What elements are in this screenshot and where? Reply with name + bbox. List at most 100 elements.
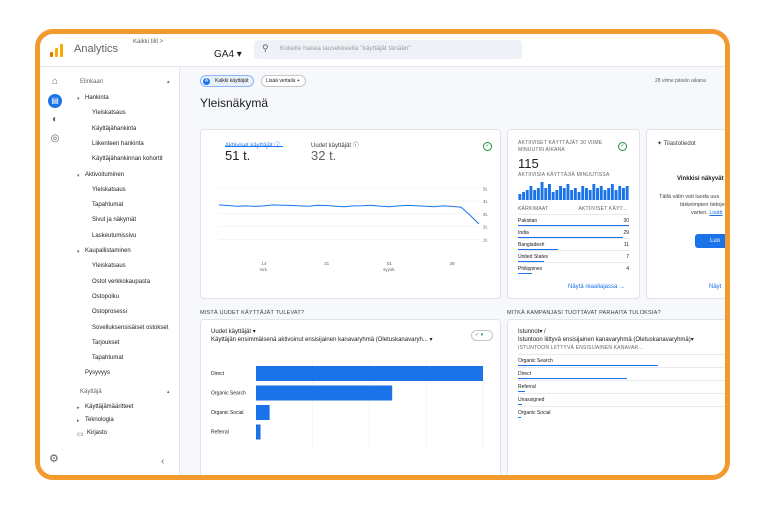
nav-item-1[interactable]: Yleiskatsaus xyxy=(92,110,126,117)
y-tick-label: 4t. xyxy=(483,199,488,204)
nav-group-0[interactable]: Hankinta xyxy=(85,95,109,101)
collapse-nav-icon[interactable]: ‹ xyxy=(161,456,165,467)
minute-bar xyxy=(533,190,537,200)
search-icon: ⚲ xyxy=(262,43,269,53)
bar xyxy=(256,385,393,401)
data-quality-check-icon[interactable]: ✓ xyxy=(483,142,492,151)
realtime-check-icon[interactable]: ✓ xyxy=(618,142,627,151)
bar xyxy=(256,366,483,381)
nav-group-caret-icon: ▾ xyxy=(77,96,80,102)
nav-item-2[interactable]: Käyttäjähankinta xyxy=(92,125,137,132)
country-users: 11 xyxy=(623,242,629,248)
nav-item-3[interactable]: Liikenteen hankinta xyxy=(92,140,144,147)
nav-item-13[interactable]: Ostopolku xyxy=(92,293,120,300)
nav-item-8[interactable]: Sivut ja näkymät xyxy=(92,217,137,224)
campaign-card: Istunnot▾ / Istuntoon liittyvä ensisijai… xyxy=(507,319,725,475)
active-users-value: 51 t. xyxy=(225,148,251,163)
campaign-col-header: ISTUNTOON LIITTYVÄ ENSISIJAINEN KANAVAR.… xyxy=(518,345,644,351)
create-insight-button[interactable]: Luo xyxy=(695,234,725,248)
nav-item-11[interactable]: Yleiskatsaus xyxy=(92,263,126,270)
advertising-icon[interactable]: ◎ xyxy=(50,133,60,144)
country-row: India 29 xyxy=(518,226,629,238)
minute-bar xyxy=(577,192,581,200)
search-input[interactable]: ⚲ Kokeile hakea lausekkeella "käyttäjät … xyxy=(254,40,522,59)
nav-item-9[interactable]: Laskeutumissivu xyxy=(92,232,137,239)
all-users-chip-label: Kaikki käyttäjät xyxy=(215,78,249,84)
insights-sparkle-icon: ✦ xyxy=(657,141,664,147)
view-insights-link[interactable]: Näyt xyxy=(709,284,722,290)
nav-item-6[interactable]: Yleiskatsaus xyxy=(92,186,126,193)
country-share-bar xyxy=(518,237,624,238)
lifecycle-collapse-icon: ▴ xyxy=(167,79,170,85)
campaign-row: Unassigned xyxy=(518,393,725,406)
nav-item-17[interactable]: Tapahtumat xyxy=(92,355,124,362)
minute-bar xyxy=(529,186,533,200)
realtime-title: AKTIIVISET KÄYTTÄJÄT 30 VIIME MINUUTIN A… xyxy=(518,140,603,153)
realtime-value: 115 xyxy=(518,156,539,171)
nav-item-7[interactable]: Tapahtumat xyxy=(92,202,124,209)
library-folder-icon: ▭ xyxy=(77,430,84,438)
date-range[interactable]: 28 viime päivän aikana xyxy=(655,78,706,84)
minute-bar xyxy=(540,182,544,200)
reports-nav: Elinkaari ▴ ▾ Hankinta Yleiskatsaus Käyttäjäh… xyxy=(71,67,180,475)
country-users: 7 xyxy=(626,254,629,260)
icon-rail: ⌂ ▤ ◐ ◎ ⚙ xyxy=(40,67,71,475)
add-comparison-button[interactable]: Lisää vertailu + xyxy=(261,75,306,87)
realtime-card: AKTIIVISET KÄYTTÄJÄT 30 VIIME MINUUTIN A… xyxy=(507,129,640,299)
new-users-dimension-selector[interactable]: Käyttäjän ensimmäisenä aktivoinut ensisi… xyxy=(211,337,433,343)
nav-group-18[interactable]: Pysyvyys xyxy=(85,370,111,377)
new-users-metric-selector[interactable]: Uudet käyttäjät ▾ xyxy=(211,329,256,335)
nav-user-item-0[interactable]: Käyttäjämääritteet xyxy=(85,403,134,410)
bar-category-label: Organic Social xyxy=(211,410,244,416)
all-users-chip[interactable]: A Kaikki käyttäjät xyxy=(200,75,255,87)
minute-bar xyxy=(588,190,592,200)
account-breadcrumb[interactable]: Kaikki tilit > xyxy=(133,39,164,45)
campaign-row-label: Referral xyxy=(518,384,536,390)
country-row: United States 7 xyxy=(518,250,629,262)
tab-new-users[interactable]: Uudet käyttäjät ⓘ xyxy=(311,143,359,149)
nav-user-title: Käyttäjä xyxy=(80,388,102,395)
minute-bar xyxy=(596,188,599,200)
campaign-metric-selector[interactable]: Istunnot▾ / xyxy=(518,329,546,335)
property-selector[interactable]: GA4 ▾ xyxy=(214,49,242,60)
insights-title-label: Tilastotiedot xyxy=(663,141,696,147)
campaign-dimension-selector[interactable]: Istuntoon liittyvä ensisijainen kanavary… xyxy=(518,337,694,343)
country-users: 29 xyxy=(623,230,629,236)
insights-learn-more-link[interactable]: Lisätt xyxy=(709,210,723,216)
minute-bar xyxy=(544,188,548,200)
per-minute-bar-chart xyxy=(518,182,629,200)
minute-bar xyxy=(566,184,570,200)
settings-gear-icon[interactable]: ⚙ xyxy=(49,453,59,465)
nav-group-10[interactable]: Kaupallistaminen xyxy=(85,248,131,254)
y-tick-label: 1t. xyxy=(483,237,488,242)
country-row: Philippines 4 xyxy=(518,262,629,274)
country-name: India xyxy=(518,230,529,236)
insights-heading: Vinkkisi näkyvät p xyxy=(677,176,729,182)
reports-icon[interactable]: ▤ xyxy=(48,94,62,108)
view-realtime-link[interactable]: Näytä reaaliajassa → xyxy=(568,284,626,290)
campaign-row-label: Direct xyxy=(518,371,532,377)
new-users-check-dropdown[interactable]: ✓ ▾ xyxy=(471,330,493,341)
campaign-share-bar xyxy=(518,391,525,392)
nav-item-4[interactable]: Käyttäjähankinnan kohortit xyxy=(92,156,163,163)
country-name: Philippines xyxy=(518,266,543,272)
country-row: Bangladesh 11 xyxy=(518,238,629,250)
nav-item-16[interactable]: Tarjoukset xyxy=(92,339,120,346)
nav-item-12[interactable]: Ostot verkkokaupasta xyxy=(92,278,151,285)
minute-bar xyxy=(518,194,522,200)
nav-item-14[interactable]: Ostoprosessi xyxy=(92,309,128,316)
nav-user-item-1[interactable]: Teknologia xyxy=(85,416,114,423)
col-active-users: AKTIIVISET KÄYT... xyxy=(578,206,627,212)
home-icon[interactable]: ⌂ xyxy=(51,76,59,87)
analytics-logo-icon[interactable] xyxy=(50,44,64,57)
explore-icon[interactable]: ◐ xyxy=(51,114,59,125)
nav-group-5[interactable]: Aktivoituminen xyxy=(85,171,125,178)
nav-item-15[interactable]: Sovelluksensisäiset ostokset xyxy=(92,324,169,331)
insights-title: ✦ Tilastotiedot xyxy=(657,140,696,147)
minute-bar xyxy=(559,186,562,200)
insights-body-3-text: varten. xyxy=(691,210,708,216)
minute-bar xyxy=(555,190,559,200)
minute-bar xyxy=(570,190,574,200)
nav-library[interactable]: Kirjasto xyxy=(87,429,108,436)
